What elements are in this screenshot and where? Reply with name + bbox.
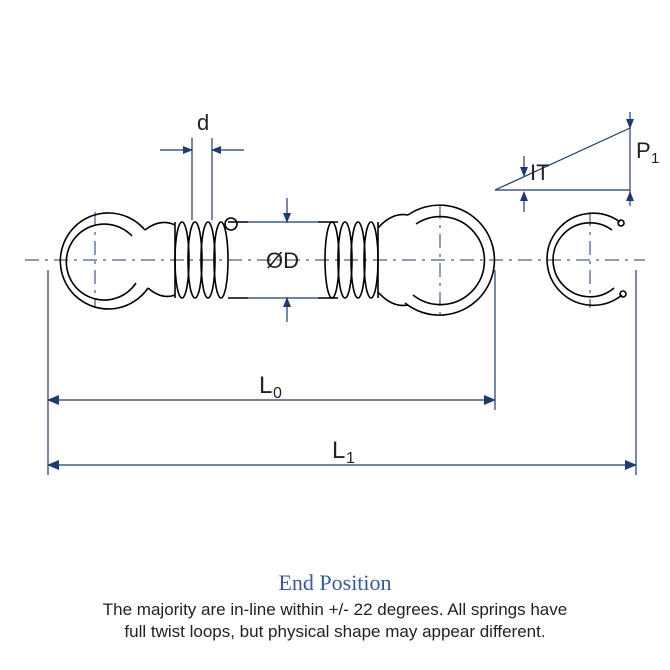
label-P1-P: P <box>636 138 651 164</box>
spring-diagram: d ØD IT P 1 L 0 L 1 End Position The maj… <box>0 0 670 670</box>
label-L1-1: 1 <box>346 450 355 468</box>
label-D: ØD <box>266 248 299 274</box>
label-L1-L: L <box>332 437 345 465</box>
caption-line2: full twist loops, but physical shape may… <box>0 622 670 642</box>
caption-title: End Position <box>0 570 670 596</box>
diagram-svg <box>0 0 670 560</box>
dim-d <box>160 138 244 220</box>
coil-left <box>175 218 248 298</box>
label-P1-1: 1 <box>651 150 659 167</box>
dim-IT-P1 <box>495 112 630 212</box>
label-IT: IT <box>530 160 550 186</box>
label-d: d <box>197 110 209 136</box>
label-L0-0: 0 <box>273 385 282 403</box>
caption-line1: The majority are in-line within +/- 22 d… <box>0 600 670 620</box>
label-L0-L: L <box>259 372 272 400</box>
